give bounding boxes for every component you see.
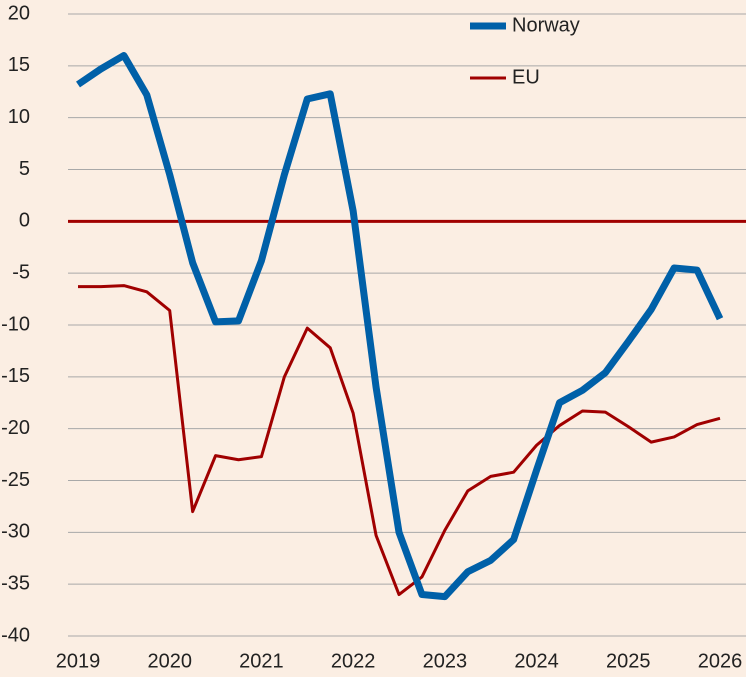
- x-tick-label: 2023: [423, 650, 468, 672]
- legend-label: EU: [512, 66, 540, 88]
- line-series: [78, 284, 721, 597]
- y-tick-label: 20: [8, 2, 30, 24]
- y-tick-label: 10: [8, 106, 30, 128]
- y-tick-label: -5: [12, 261, 30, 283]
- y-tick-label: -15: [1, 365, 30, 387]
- y-tick-label: -40: [1, 624, 30, 646]
- y-tick-label: -25: [1, 469, 30, 491]
- x-tick-label: 2024: [514, 650, 559, 672]
- x-tick-label: 2020: [147, 650, 192, 672]
- x-tick-label: 2021: [239, 650, 284, 672]
- x-tick-label: 2019: [56, 650, 101, 672]
- y-tick-label: -35: [1, 572, 30, 594]
- y-tick-label: 15: [8, 54, 30, 76]
- y-tick-label: -10: [1, 313, 30, 335]
- y-tick-label: 0: [19, 210, 30, 232]
- x-tick-label: 2026: [698, 650, 743, 672]
- line-series: [76, 51, 724, 601]
- y-tick-label: -30: [1, 521, 30, 543]
- x-tick-label: 2025: [606, 650, 651, 672]
- y-tick-label: -20: [1, 417, 30, 439]
- y-tick-label: 5: [19, 158, 30, 180]
- legend-label: Norway: [512, 14, 580, 36]
- x-tick-label: 2022: [331, 650, 376, 672]
